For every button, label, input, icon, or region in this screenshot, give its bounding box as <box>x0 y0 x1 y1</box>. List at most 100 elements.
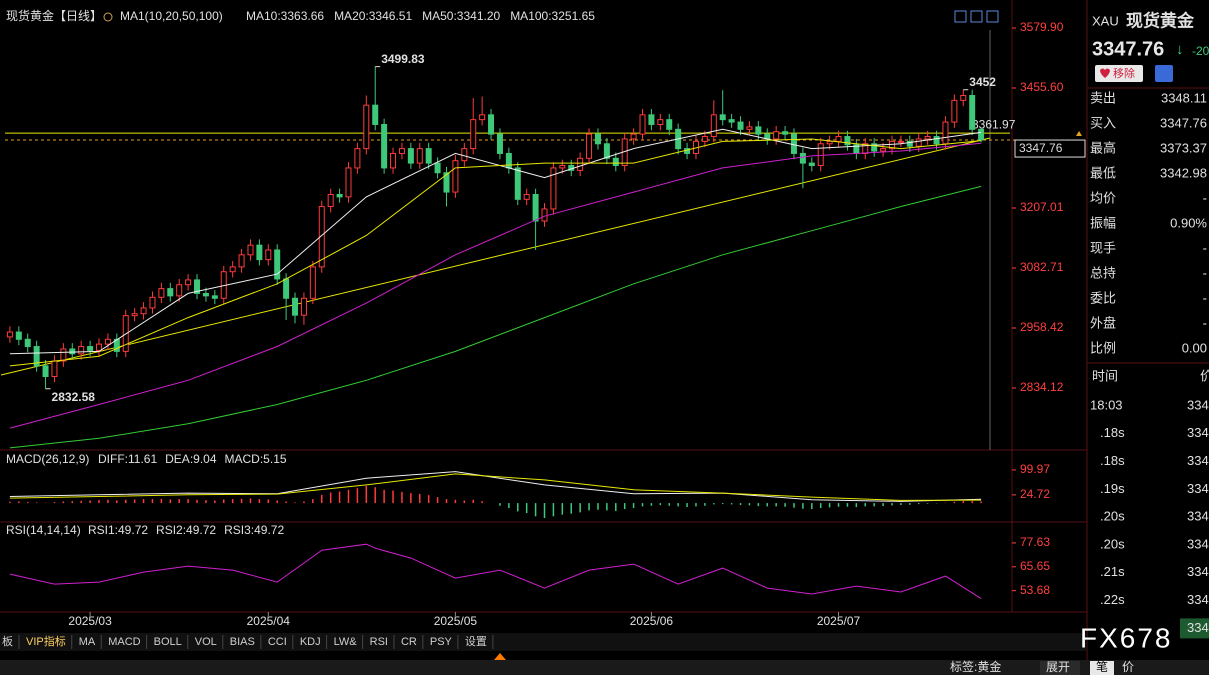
candle-body <box>176 284 183 297</box>
toolbar-tab[interactable]: MACD <box>108 636 140 648</box>
candle-body <box>149 296 156 309</box>
candle-body <box>496 133 503 154</box>
quote-label: 外盘 <box>1090 315 1116 330</box>
candle-body <box>603 143 610 159</box>
toolbar-tab[interactable]: BIAS <box>230 636 255 648</box>
y-tick-label: 77.63 <box>1020 535 1050 549</box>
y-tick-label: 2958.42 <box>1020 320 1064 334</box>
tick-price: 334 <box>1187 620 1209 635</box>
arrow: ↓ <box>1176 41 1184 58</box>
candle-body <box>390 152 397 169</box>
candle-body <box>238 254 245 268</box>
candle-body <box>648 114 655 125</box>
panel-title: MACD(26,12,9) <box>6 452 89 466</box>
candle-body <box>701 136 708 142</box>
candle-body <box>737 121 744 130</box>
x-tick-label: 2025/05 <box>434 614 478 628</box>
toolbar-tab[interactable]: PSY <box>430 636 453 648</box>
candle-body <box>523 193 530 200</box>
quote-value: 3373.37 <box>1160 140 1207 155</box>
candle-body <box>247 244 254 256</box>
quote-value: - <box>1203 265 1207 280</box>
candle-body <box>630 133 637 140</box>
tick-price: 334 <box>1187 453 1209 468</box>
candle-body <box>131 313 138 317</box>
toolbar-tab[interactable]: 设置 <box>465 635 487 648</box>
toolbar-tab[interactable]: BOLL <box>154 636 182 648</box>
candle-body <box>78 346 85 355</box>
legend-entry: MA50:3341.20 <box>422 9 500 23</box>
candle-body <box>256 244 263 261</box>
last-price-marker <box>1076 131 1082 137</box>
y-tick-label: 65.65 <box>1020 559 1050 573</box>
expand-button[interactable] <box>1040 661 1080 675</box>
tag-label: 标签:黄金 <box>950 659 1001 674</box>
candle-body <box>167 288 174 297</box>
status-bg <box>0 660 1209 675</box>
toolbar-tab[interactable]: LW& <box>334 636 358 648</box>
tab[interactable] <box>1090 661 1114 675</box>
candle-body <box>398 148 405 154</box>
toolbar-tab[interactable]: CR <box>401 636 417 648</box>
quote-label: 最低 <box>1090 165 1116 180</box>
ticks-header: 价 <box>1200 368 1209 383</box>
toolbar-tab[interactable]: KDJ <box>300 636 321 648</box>
y-tick-label: 3455.60 <box>1020 80 1064 94</box>
candle-body <box>657 119 664 125</box>
candle-body <box>158 288 165 298</box>
candle-body <box>51 360 58 377</box>
watermark: FX678 <box>1080 622 1173 653</box>
candle-body <box>755 126 762 135</box>
last-price-box <box>1014 139 1086 158</box>
candle-body <box>104 338 111 345</box>
icon[interactable] <box>986 10 999 23</box>
candle-body <box>514 167 521 200</box>
candle-body <box>265 249 272 261</box>
tab-label[interactable]: 笔 <box>1096 659 1108 674</box>
indicator-name: MA1(10,20,50,100) <box>120 9 223 23</box>
tick-time: .18s <box>1100 453 1125 468</box>
toolbar-tab[interactable]: VIP指标 <box>26 634 66 648</box>
candle-body <box>327 193 334 208</box>
candle-body <box>978 128 985 141</box>
remove-label[interactable]: 移除 <box>1113 66 1135 80</box>
icon[interactable] <box>954 10 967 23</box>
candle-body <box>906 140 913 147</box>
candle-body <box>434 162 441 174</box>
candle-body <box>336 193 343 198</box>
candle-body <box>808 162 815 167</box>
candle-body <box>586 133 593 159</box>
hline-label: 3361.97 <box>972 117 1016 131</box>
x-tick-label: 2025/07 <box>817 614 861 628</box>
tick-price: 334 <box>1187 509 1209 524</box>
candle-body <box>799 152 806 164</box>
candle-body <box>140 307 147 315</box>
candle-body <box>942 121 949 145</box>
toolbar-tab[interactable]: VOL <box>195 636 217 648</box>
candle-body <box>69 348 76 355</box>
panel-label: DEA:9.04 <box>165 452 217 466</box>
toolbar-tab[interactable]: RSI <box>370 636 388 648</box>
toolbar-tab[interactable]: MA <box>79 636 96 648</box>
candle-body <box>728 119 735 123</box>
toolbar-tab[interactable]: CCI <box>268 636 287 648</box>
candle-body <box>844 136 851 146</box>
candle-body <box>746 126 753 130</box>
heart-icon <box>1100 68 1110 78</box>
quote-label: 均价 <box>1090 190 1116 205</box>
y-tick-label: 3207.01 <box>1020 200 1064 214</box>
candle-body <box>532 193 539 222</box>
quote-value: 0.90% <box>1170 215 1207 230</box>
toolbar: 板 VIP指标 MA MACD BOLL VOL BIAS CCI KDJ LW& RSI CR PSY… <box>2 634 494 649</box>
expand-label[interactable]: 展开 <box>1046 660 1070 674</box>
tab-label[interactable]: 价 <box>1122 660 1134 674</box>
tick-time: 18:03 <box>1090 397 1123 412</box>
bell-button[interactable] <box>1155 65 1173 82</box>
candle-body <box>969 95 976 130</box>
tick-price: 334 <box>1187 592 1209 607</box>
candle-body <box>443 172 450 193</box>
icon[interactable] <box>970 10 983 23</box>
candle-body <box>60 348 67 362</box>
toolbar-tab[interactable]: 板 <box>2 634 13 648</box>
panel-title: RSI(14,14,14) <box>6 523 81 537</box>
